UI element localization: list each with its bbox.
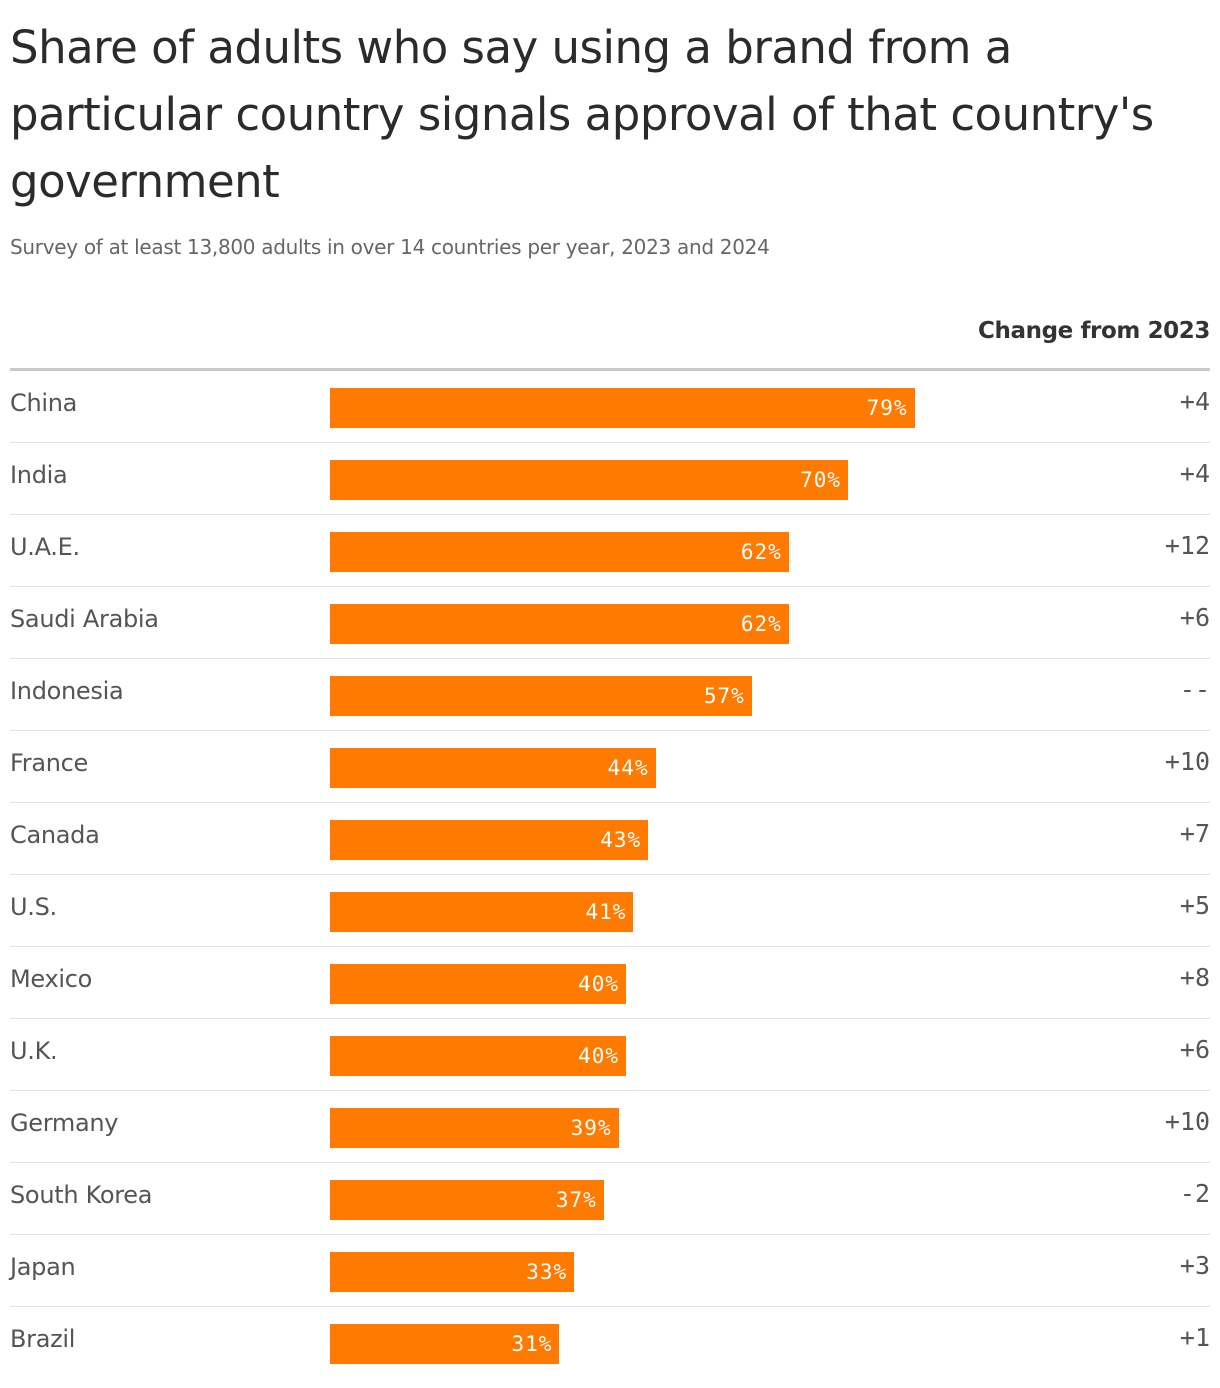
category-label: Brazil [10, 1325, 76, 1353]
category-label: Germany [10, 1109, 119, 1137]
change-value: -- [1179, 675, 1210, 704]
chart-row: South Korea 37% -2 [10, 1163, 1210, 1235]
bar-value-label: 33% [526, 1260, 568, 1284]
bar: 41% [330, 892, 634, 932]
category-label: Japan [10, 1253, 76, 1281]
chart-row: U.K. 40% +6 [10, 1019, 1210, 1091]
category-label: China [10, 389, 78, 417]
category-label: Canada [10, 821, 100, 849]
bar-value-label: 31% [511, 1332, 553, 1356]
bar: 62% [330, 604, 789, 644]
bar-value-label: 79% [866, 396, 908, 420]
bar: 37% [330, 1180, 604, 1220]
change-value: +5 [1179, 891, 1210, 920]
bar-value-label: 40% [578, 1044, 619, 1068]
change-value: +4 [1179, 459, 1210, 488]
bar: 39% [330, 1108, 619, 1148]
change-value: +3 [1179, 1251, 1210, 1280]
change-value: +6 [1179, 1035, 1210, 1064]
bar-value-label: 43% [600, 828, 642, 852]
bar-value-label: 62% [740, 612, 782, 636]
bar-value-label: 39% [570, 1116, 612, 1140]
chart-row: Germany 39% +10 [10, 1091, 1210, 1163]
category-label: Saudi Arabia [10, 605, 159, 633]
bar: 40% [330, 1036, 626, 1076]
change-value: +1 [1179, 1323, 1210, 1352]
chart-row: Brazil 31% +1 [10, 1307, 1210, 1379]
bar: 43% [330, 820, 649, 860]
chart-row: Indonesia 57% -- [10, 659, 1210, 731]
bar: 70% [330, 460, 848, 500]
bar: 31% [330, 1324, 560, 1364]
chart-subtitle: Survey of at least 13,800 adults in over… [10, 235, 770, 259]
change-value: +10 [1164, 1107, 1210, 1136]
bar-value-label: 37% [555, 1188, 597, 1212]
category-label: France [10, 749, 89, 777]
chart-row: Mexico 40% +8 [10, 947, 1210, 1019]
bar: 79% [330, 388, 915, 428]
category-label: U.K. [10, 1037, 58, 1065]
bar-value-label: 57% [703, 684, 745, 708]
category-label: India [10, 461, 68, 489]
change-column-header: Change from 2023 [978, 318, 1210, 344]
change-value: +8 [1179, 963, 1210, 992]
chart-title: Share of adults who say using a brand fr… [10, 21, 1154, 208]
bar: 44% [330, 748, 656, 788]
change-value: +10 [1164, 747, 1210, 776]
chart-row: U.A.E. 62% +12 [10, 515, 1210, 587]
chart-row: U.S. 41% +5 [10, 875, 1210, 947]
chart-row: India 70% +4 [10, 443, 1210, 515]
chart-row: Saudi Arabia 62% +6 [10, 587, 1210, 659]
category-label: U.S. [10, 893, 57, 921]
bar: 62% [330, 532, 789, 572]
change-value: +6 [1179, 603, 1210, 632]
change-value: +12 [1164, 531, 1210, 560]
change-value: -2 [1179, 1179, 1210, 1208]
bar: 33% [330, 1252, 575, 1292]
chart-row: Canada 43% +7 [10, 803, 1210, 875]
bar-value-label: 70% [800, 468, 841, 492]
chart-row: China 79% +4 [10, 371, 1210, 443]
bar-value-label: 62% [740, 540, 782, 564]
category-label: U.A.E. [10, 533, 80, 561]
category-label: South Korea [10, 1181, 153, 1209]
chart-row: France 44% +10 [10, 731, 1210, 803]
chart-row: Japan 33% +3 [10, 1235, 1210, 1307]
change-value: +7 [1179, 819, 1210, 848]
header-divider [10, 368, 1210, 371]
category-label: Indonesia [10, 677, 124, 705]
bar-chart: Change from 2023 China 79% +4 India 70% +4 U.A… [10, 316, 1210, 1376]
bar-value-label: 41% [585, 900, 627, 924]
bar-value-label: 44% [607, 756, 649, 780]
chart-rows: China 79% +4 India 70% +4 U.A.E. 62% +12 Saudi Ar… [10, 371, 1210, 1379]
bar: 57% [330, 676, 752, 716]
bar: 40% [330, 964, 626, 1004]
bar-value-label: 40% [578, 972, 619, 996]
change-value: +4 [1179, 387, 1210, 416]
category-label: Mexico [10, 965, 93, 993]
